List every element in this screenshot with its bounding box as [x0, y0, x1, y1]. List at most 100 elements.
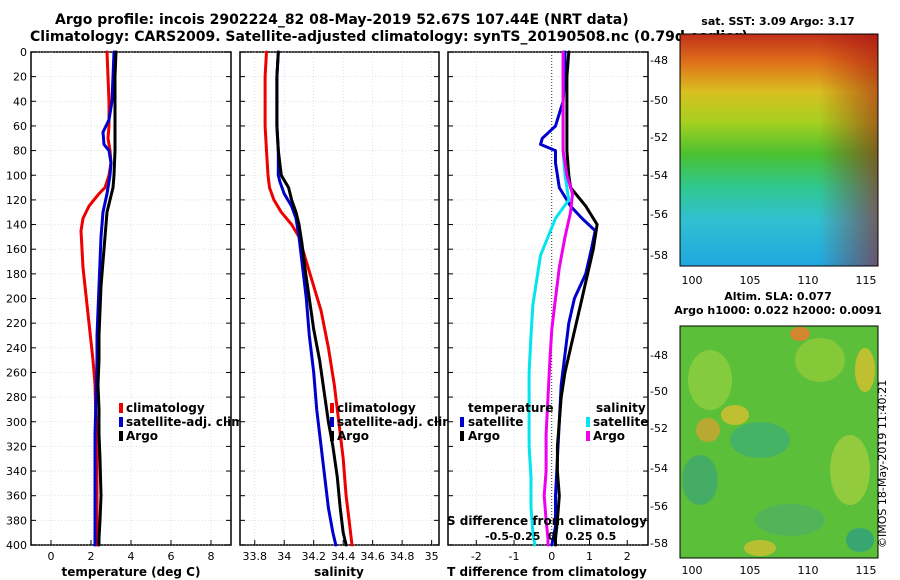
- difference-legend-temperature: temperature satellite Argo: [460, 401, 553, 443]
- sla-xtick: 110: [798, 564, 819, 577]
- legend-salinity-title: salinity: [596, 401, 646, 415]
- sst-map-frame: [679, 33, 879, 267]
- imos-watermark: ©IMOS 18-May-2019 11:40:21: [876, 379, 889, 548]
- xtick-label: 2: [624, 550, 631, 563]
- sla-xtick: 115: [856, 564, 877, 577]
- xtick-top-label: 0.25: [565, 530, 592, 543]
- xtick-label: 35: [425, 550, 439, 563]
- sla-map-xticks: 100 105 110 115: [682, 564, 877, 577]
- xtick-label: 8: [208, 550, 215, 563]
- xtick-top-label: -0.25: [509, 530, 541, 543]
- series-argo: [275, 50, 348, 547]
- xtick-label: 33.8: [242, 550, 267, 563]
- legend-swatch-argo: [119, 431, 123, 441]
- ytick-label: 100: [6, 169, 27, 182]
- xtick-label: -2: [471, 550, 482, 563]
- legend-swatch-argo: [330, 431, 334, 441]
- xtick-label: 4: [128, 550, 135, 563]
- sla-map-pattern: [682, 327, 875, 556]
- legend-temp-argo: Argo: [468, 429, 500, 443]
- xtick-label: 1: [586, 550, 593, 563]
- sst-xtick: 115: [856, 274, 877, 287]
- legend-temperature-title: temperature: [468, 401, 553, 415]
- title-line-2: Climatology: CARS2009. Satellite-adjuste…: [30, 29, 748, 45]
- legend-satellite-adj: satellite-adj. clim.: [337, 415, 459, 429]
- sla-xtick: 100: [682, 564, 703, 577]
- xtick-top-label: 0: [548, 530, 556, 543]
- ytick-label: 360: [6, 490, 27, 503]
- ytick-label: 320: [6, 440, 27, 453]
- salinity-legend: climatology satellite-adj. clim. Argo: [330, 401, 459, 443]
- legend-argo: Argo: [126, 429, 158, 443]
- legend-satellite-adj: satellite-adj. clim.: [126, 415, 248, 429]
- sst-ytick: -58: [650, 249, 668, 262]
- sst-ytick: -52: [650, 131, 668, 144]
- xtick-label: 34.8: [390, 550, 415, 563]
- legend-sal-satellite: satellite: [593, 415, 648, 429]
- legend-swatch-temp-satellite: [460, 417, 464, 427]
- sla-ytick: -50: [650, 385, 668, 398]
- legend-argo: Argo: [337, 429, 369, 443]
- sla-map-yticks: -48 -50 -52 -54 -56 -58: [650, 349, 668, 550]
- legend-swatch-satellite: [330, 417, 334, 427]
- series-salinity-argo: [542, 50, 574, 547]
- ytick-label: 140: [6, 219, 27, 232]
- salinity-xlabel: salinity: [314, 565, 364, 579]
- ytick-label: 200: [6, 293, 27, 306]
- ytick-label: 260: [6, 366, 27, 379]
- ytick-label: 220: [6, 317, 27, 330]
- ytick-label: 160: [6, 243, 27, 256]
- title-line-1: Argo profile: incois 2902224_82 08-May-2…: [55, 12, 629, 28]
- ytick-label: 180: [6, 268, 27, 281]
- legend-swatch-sal-satellite: [586, 417, 590, 427]
- series-argo: [96, 50, 118, 547]
- sst-ytick: -54: [650, 169, 668, 182]
- sla-ytick: -56: [650, 500, 668, 513]
- salinity-panel: 33.8 34 34.2 34.4 34.6 34.8 35 salinity climat…: [239, 50, 459, 579]
- sst-map-title: sat. SST: 3.09 Argo: 3.17: [701, 15, 854, 28]
- temperature-panel: 0204060801001201401601802002202402602803…: [6, 46, 248, 579]
- temperature-xlabel: temperature (deg C): [62, 565, 201, 579]
- difference-legend-salinity: salinity satellite Argo: [586, 401, 648, 443]
- ytick-label: 0: [20, 46, 27, 59]
- sst-ytick: -56: [650, 208, 668, 221]
- difference-top-label: S difference from climatology: [447, 514, 647, 528]
- sst-map-overlay: [680, 34, 878, 266]
- sla-map-frame: [679, 325, 879, 559]
- sla-xtick: 105: [740, 564, 761, 577]
- sst-xtick: 105: [740, 274, 761, 287]
- xtick-label: 34: [277, 550, 291, 563]
- legend-swatch-satellite: [119, 417, 123, 427]
- sla-ytick: -52: [650, 422, 668, 435]
- sla-map-title-2: Argo h1000: 0.022 h2000: 0.0091: [674, 304, 882, 317]
- sla-ytick: -48: [650, 349, 668, 362]
- ytick-label: 380: [6, 514, 27, 527]
- xtick-label: 34.4: [331, 550, 356, 563]
- ytick-label: 40: [13, 95, 27, 108]
- sst-map-yticks: -48 -50 -52 -54 -56 -58: [650, 54, 668, 262]
- xtick-label: -1: [509, 550, 520, 563]
- xtick-label: 0: [548, 550, 555, 563]
- xtick-label: 0: [48, 550, 55, 563]
- xtick-label: 2: [88, 550, 95, 563]
- xtick-top-label: -0.5: [485, 530, 509, 543]
- ytick-label: 20: [13, 71, 27, 84]
- legend-climatology: climatology: [126, 401, 205, 415]
- xtick-label: 6: [168, 550, 175, 563]
- sla-ytick: -58: [650, 537, 668, 550]
- sla-map: Altim. SLA: 0.077 Argo h1000: 0.022 h200…: [650, 290, 882, 577]
- legend-swatch-climatology: [119, 403, 123, 413]
- ytick-label: 60: [13, 120, 27, 133]
- series-temperature-argo: [554, 50, 599, 547]
- xtick-label: 34.6: [360, 550, 385, 563]
- series-satellite-adj-clim-: [93, 50, 116, 547]
- sst-ytick: -50: [650, 94, 668, 107]
- legend-temp-satellite: satellite: [468, 415, 523, 429]
- legend-swatch-sal-argo: [586, 431, 590, 441]
- temperature-legend: climatology satellite-adj. clim. Argo: [119, 401, 248, 443]
- xtick-top-label: 0.5: [597, 530, 617, 543]
- ytick-label: 280: [6, 391, 27, 404]
- ytick-label: 400: [6, 539, 27, 552]
- sst-map-xticks: 100 105 110 115: [682, 274, 877, 287]
